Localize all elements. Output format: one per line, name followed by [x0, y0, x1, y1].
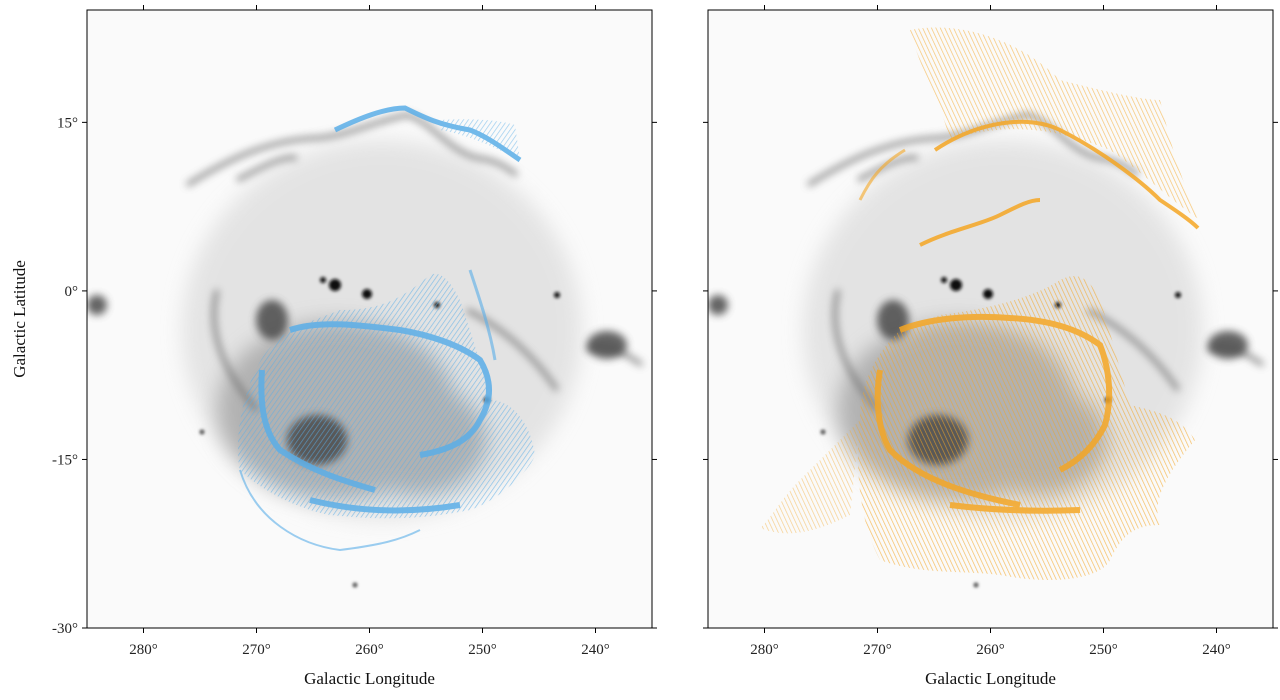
left-overlay: [237, 105, 535, 552]
right-x-tick-label: 260°: [976, 642, 1005, 658]
right-panel: 280° 270° 260° 250° 240° Galactic Longitude: [703, 5, 1278, 688]
right-y-ticks: [703, 121, 1278, 629]
left-x-tick-label: 260°: [355, 642, 384, 658]
left-x-tick-label: 240°: [581, 642, 610, 658]
right-x-tick-label: 240°: [1202, 642, 1231, 658]
left-y-tick-label: 0°: [65, 284, 79, 300]
left-background-map: [87, 10, 652, 628]
left-x-ticks: 280° 270° 260° 250° 240°: [129, 5, 610, 658]
right-x-ticks: 280° 270° 260° 250° 240°: [750, 5, 1231, 658]
right-x-axis-label: Galactic Longitude: [925, 669, 1056, 688]
left-x-tick-label: 250°: [468, 642, 497, 658]
left-y-axis-label: Galactic Latitude: [10, 260, 29, 378]
left-y-tick-label: -30°: [52, 621, 78, 637]
left-panel: 280° 270° 260° 250° 240° 15° 0° -15° -30° Galac…: [10, 5, 657, 688]
left-y-tick-label: -15°: [52, 452, 78, 468]
left-x-tick-label: 280°: [129, 642, 158, 658]
left-x-tick-label: 270°: [242, 642, 271, 658]
left-y-tick-label: 15°: [57, 115, 78, 131]
right-x-tick-label: 280°: [750, 642, 779, 658]
right-x-tick-label: 250°: [1089, 642, 1118, 658]
left-x-axis-label: Galactic Longitude: [304, 669, 435, 688]
left-y-ticks: 15° 0° -15° -30°: [52, 115, 657, 637]
right-background-map: [708, 10, 1273, 628]
right-overlay: [760, 27, 1200, 580]
right-x-tick-label: 270°: [863, 642, 892, 658]
